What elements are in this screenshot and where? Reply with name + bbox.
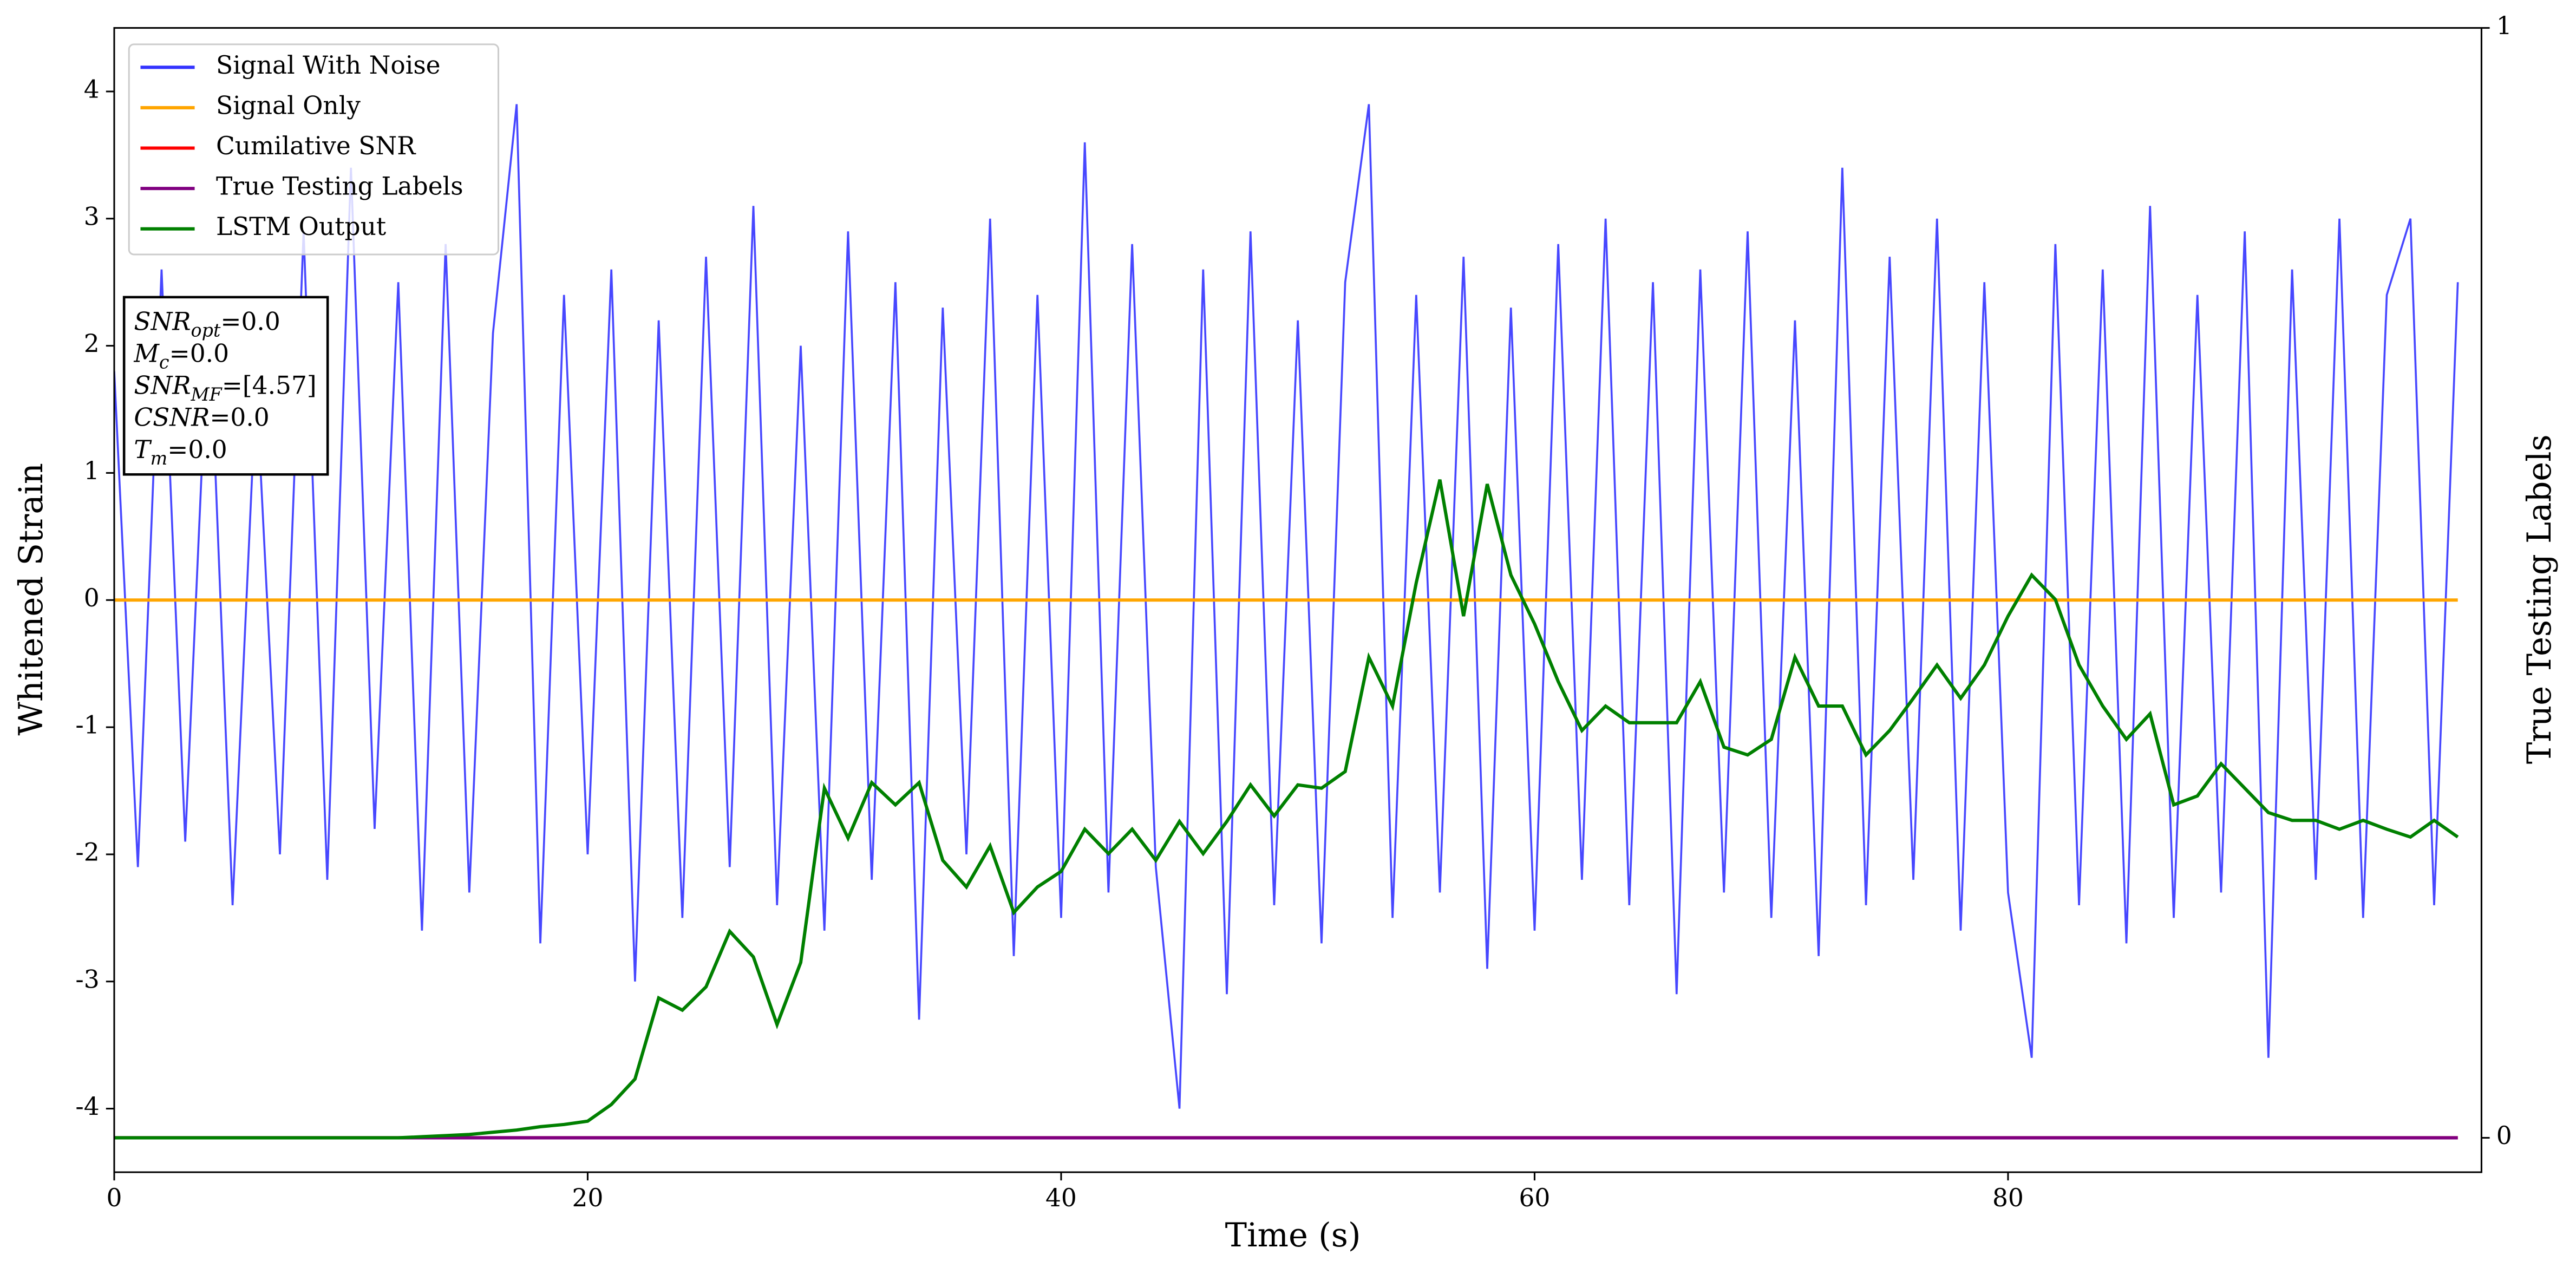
annotation-line: CSNR=0.0 <box>134 403 269 432</box>
x-tick-label: 60 <box>1519 1184 1551 1212</box>
y-axis-label: Whitened Strain <box>12 463 50 735</box>
annotation-value: =0.0 <box>210 403 269 432</box>
annotation-subscript: m <box>151 448 168 469</box>
annotation-value: =0.0 <box>167 435 227 463</box>
annotation-line: SNRopt=0.0 <box>134 307 280 341</box>
series-line <box>114 104 2459 1109</box>
annotation-subscript: opt <box>191 320 221 341</box>
y-tick-label: -1 <box>75 711 99 740</box>
annotation-symbol: CSNR <box>134 403 210 432</box>
legend-label: Cumilative SNR <box>216 132 416 160</box>
y-tick-label: 2 <box>84 329 100 358</box>
legend-label: True Testing Labels <box>216 172 463 201</box>
annotation-value: =[4.57] <box>222 371 317 400</box>
annotation-line: SNRMF=[4.57] <box>134 371 316 405</box>
annotation-value: =0.0 <box>220 307 280 336</box>
legend-label: LSTM Output <box>216 212 386 241</box>
annotation-symbol: SNR <box>134 307 191 336</box>
annotation-symbol: T <box>134 435 152 463</box>
y-tick-label: 0 <box>84 584 100 612</box>
annotation-symbol: M <box>133 339 160 368</box>
y-tick-label: -3 <box>75 965 99 994</box>
y-tick-label: 3 <box>84 202 100 231</box>
x-axis-label: Time (s) <box>1225 1217 1361 1255</box>
legend-label: Signal With Noise <box>216 51 441 80</box>
legend-box <box>128 43 500 256</box>
annotation-value: =0.0 <box>169 339 229 368</box>
y-tick-label: 1 <box>84 456 100 485</box>
annotation-symbol: SNR <box>134 371 191 400</box>
x-tick-label: 80 <box>1992 1184 2024 1212</box>
y2-tick-label: 0 <box>2496 1121 2512 1150</box>
annotation-box: SNRopt=0.0Mc=0.0SNRMF=[4.57]CSNR=0.0Tm=0… <box>122 296 329 476</box>
legend: Signal With Noise Signal Only Cumilative S… <box>128 43 500 256</box>
legend-label: Signal Only <box>216 91 361 120</box>
y-tick-label: -4 <box>75 1092 99 1121</box>
series-line <box>114 479 2459 1140</box>
annotation-subscript: MF <box>191 384 223 405</box>
annotation-frame <box>122 296 329 476</box>
x-tick-label: 40 <box>1045 1184 1077 1212</box>
y-tick-label: 4 <box>84 75 100 103</box>
annotation-subscript: c <box>159 352 169 373</box>
y2-axis-label: True Testing Labels <box>2521 434 2559 764</box>
x-tick-label: 20 <box>572 1184 604 1212</box>
y-tick-label: -2 <box>75 838 99 866</box>
x-tick-label: 0 <box>106 1184 122 1212</box>
annotation-line: Tm=0.0 <box>134 435 227 469</box>
annotation-line: Mc=0.0 <box>133 339 229 373</box>
y2-tick-label: 1 <box>2496 11 2512 40</box>
